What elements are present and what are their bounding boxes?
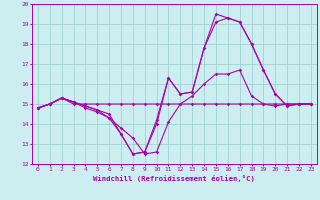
X-axis label: Windchill (Refroidissement éolien,°C): Windchill (Refroidissement éolien,°C) <box>93 175 255 182</box>
